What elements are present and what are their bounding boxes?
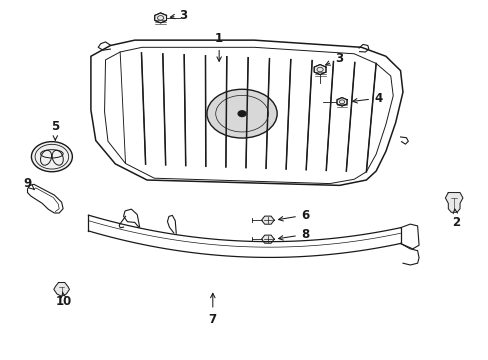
- Polygon shape: [445, 193, 462, 212]
- Text: 7: 7: [208, 293, 216, 326]
- Text: 4: 4: [352, 92, 382, 105]
- Circle shape: [31, 141, 72, 172]
- Polygon shape: [313, 64, 325, 75]
- Polygon shape: [261, 235, 274, 243]
- Text: 10: 10: [56, 292, 72, 308]
- Circle shape: [238, 111, 245, 117]
- Text: 8: 8: [278, 228, 308, 241]
- Ellipse shape: [206, 89, 277, 138]
- Text: 9: 9: [23, 177, 34, 190]
- Text: 3: 3: [325, 52, 343, 65]
- Polygon shape: [154, 13, 166, 23]
- Polygon shape: [336, 98, 346, 106]
- Text: 2: 2: [451, 209, 460, 229]
- Polygon shape: [261, 216, 274, 224]
- Text: 3: 3: [170, 9, 187, 22]
- Text: 6: 6: [278, 209, 308, 222]
- Polygon shape: [54, 283, 69, 296]
- Text: 5: 5: [51, 121, 60, 140]
- Text: 1: 1: [215, 32, 223, 61]
